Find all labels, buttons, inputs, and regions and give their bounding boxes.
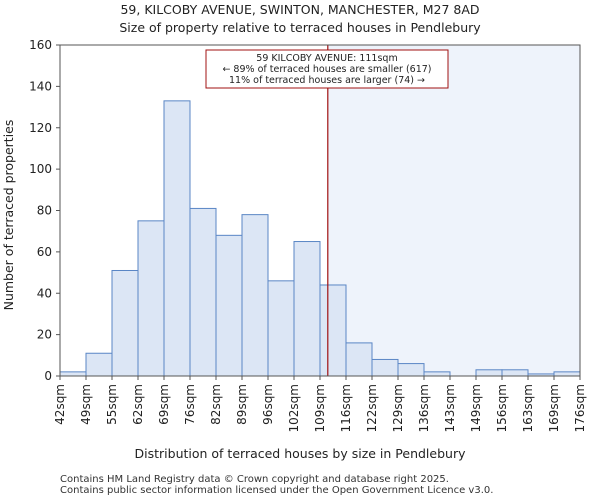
- x-axis: 42sqm 49sqm 55sqm 62sqm 69sqm 76sqm 82sqm 89sqm…: [53, 376, 587, 432]
- annotation-frame: [205, 49, 449, 89]
- y-tick-label: 40: [37, 286, 52, 300]
- bar-116sqm: [345, 342, 373, 377]
- footer-line-2: Contains public sector information licen…: [60, 485, 494, 496]
- annotation-line-2: ← 89% of terraced houses are smaller (61…: [222, 64, 431, 75]
- annotation-line-1: 59 KILCOBY AVENUE: 111sqm: [256, 53, 397, 64]
- y-tick-label: 0: [44, 369, 52, 383]
- bar-55sqm: [111, 269, 139, 377]
- x-tick-label: 69sqm: [157, 384, 171, 425]
- bar-102sqm: [293, 241, 321, 377]
- x-tick-label: 102sqm: [287, 384, 301, 432]
- bars-group: [59, 100, 581, 377]
- x-tick-label: 163sqm: [521, 384, 535, 432]
- y-tick-label: 120: [29, 121, 52, 135]
- y-tick-label: 160: [29, 38, 52, 52]
- bar-122sqm: [371, 358, 399, 377]
- x-tick-label: 96sqm: [261, 384, 275, 425]
- x-tick-label: 55sqm: [105, 384, 119, 425]
- footer-line-1: Contains HM Land Registry data © Crown c…: [60, 474, 449, 485]
- bar-82sqm: [215, 234, 243, 377]
- larger-region-background: [327, 45, 580, 376]
- x-tick-label: 76sqm: [183, 384, 197, 425]
- x-tick-label: 122sqm: [365, 384, 379, 432]
- y-tick-label: 20: [37, 328, 52, 342]
- bar-169sqm: [553, 371, 581, 377]
- x-tick-label: 136sqm: [417, 384, 431, 432]
- annotation-line-3: 11% of terraced houses are larger (74) →: [229, 75, 425, 86]
- bar-69sqm: [163, 100, 191, 377]
- bar-129sqm: [397, 363, 425, 377]
- x-tick-label: 62sqm: [131, 384, 145, 425]
- y-tick-label: 140: [29, 79, 52, 93]
- x-tick-label: 49sqm: [79, 384, 93, 425]
- chart-subtitle: Size of property relative to terraced ho…: [119, 20, 481, 35]
- bar-89sqm: [241, 214, 269, 377]
- bar-42sqm: [59, 371, 87, 377]
- x-tick-label: 176sqm: [573, 384, 587, 432]
- x-tick-label: 116sqm: [339, 384, 353, 432]
- y-axis-label: Number of terraced properties: [1, 120, 16, 311]
- x-tick-label: 82sqm: [209, 384, 223, 425]
- bar-96sqm: [267, 280, 295, 377]
- bar-136sqm: [423, 371, 451, 377]
- x-tick-label: 143sqm: [443, 384, 457, 432]
- bar-109sqm: [319, 284, 347, 377]
- y-axis: 0 20 40 60 80 100 120 140 160: [29, 38, 60, 383]
- x-axis-label: Distribution of terraced houses by size …: [135, 446, 467, 461]
- bar-49sqm: [85, 352, 113, 377]
- x-tick-label: 149sqm: [469, 384, 483, 432]
- chart-title: 59, KILCOBY AVENUE, SWINTON, MANCHESTER,…: [120, 2, 479, 17]
- x-tick-label: 156sqm: [495, 384, 509, 432]
- x-tick-label: 169sqm: [547, 384, 561, 432]
- x-tick-label: 129sqm: [391, 384, 405, 432]
- y-tick-label: 80: [37, 204, 52, 218]
- y-tick-label: 60: [37, 245, 52, 259]
- y-tick-label: 100: [29, 162, 52, 176]
- x-tick-label: 109sqm: [313, 384, 327, 432]
- annotation-box: 59 KILCOBY AVENUE: 111sqm ← 89% of terra…: [205, 49, 449, 89]
- bar-156sqm: [501, 369, 529, 377]
- x-tick-label: 42sqm: [53, 384, 67, 425]
- bar-149sqm: [475, 369, 503, 377]
- bar-76sqm: [189, 207, 217, 377]
- x-tick-label: 89sqm: [235, 384, 249, 425]
- bar-62sqm: [137, 220, 165, 377]
